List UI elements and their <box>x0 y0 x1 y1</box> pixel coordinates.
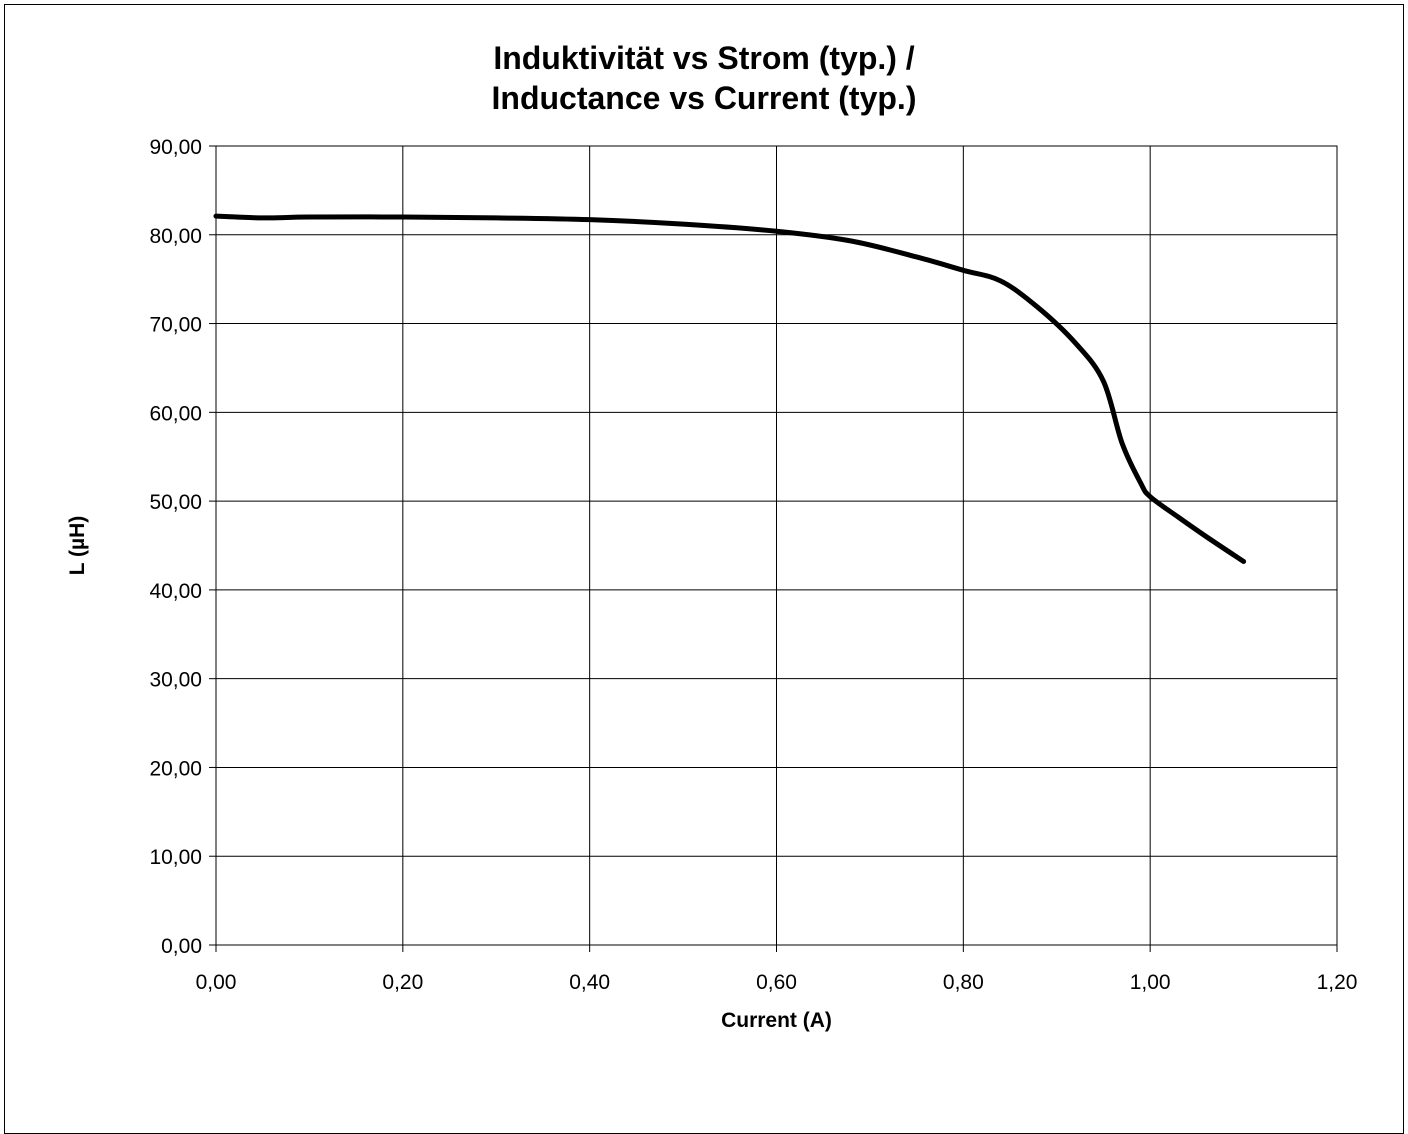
axes <box>209 145 1338 952</box>
y-tick-label: 50,00 <box>149 491 202 514</box>
grid-lines <box>215 145 1338 946</box>
tick-labels: 0,00 0,20 0,40 0,60 0,80 1,00 1,20 0,00 10,00 20,… <box>149 136 1357 994</box>
y-tick-label: 30,00 <box>149 669 202 692</box>
y-tick-label: 90,00 <box>149 136 202 159</box>
y-tick-label: 60,00 <box>149 402 202 425</box>
y-axis-title: L (µH) <box>66 516 89 576</box>
plot-border <box>215 145 1338 946</box>
y-tick-label: 40,00 <box>149 580 202 603</box>
x-tick-label: 1,00 <box>1130 971 1171 994</box>
y-tick-label: 0,00 <box>161 935 202 958</box>
x-tick-label: 1,20 <box>1317 971 1358 994</box>
chart-title-line-2: Inductance vs Current (typ.) <box>491 80 917 116</box>
series-layer <box>213 213 1247 564</box>
x-tick-label: 0,00 <box>196 971 237 994</box>
x-tick-label: 0,80 <box>943 971 984 994</box>
y-tick-label: 70,00 <box>149 314 202 337</box>
x-tick-label: 0,40 <box>569 971 610 994</box>
series-line <box>213 213 1247 564</box>
y-tick-label: 20,00 <box>149 757 202 780</box>
y-tick-label: 10,00 <box>149 846 202 869</box>
x-tick-label: 0,20 <box>382 971 423 994</box>
x-axis-title: Current (A) <box>721 1009 832 1032</box>
y-tick-label: 80,00 <box>149 225 202 248</box>
chart-title-line-1: Induktivität vs Strom (typ.) / <box>493 40 915 76</box>
x-tick-label: 0,60 <box>756 971 797 994</box>
